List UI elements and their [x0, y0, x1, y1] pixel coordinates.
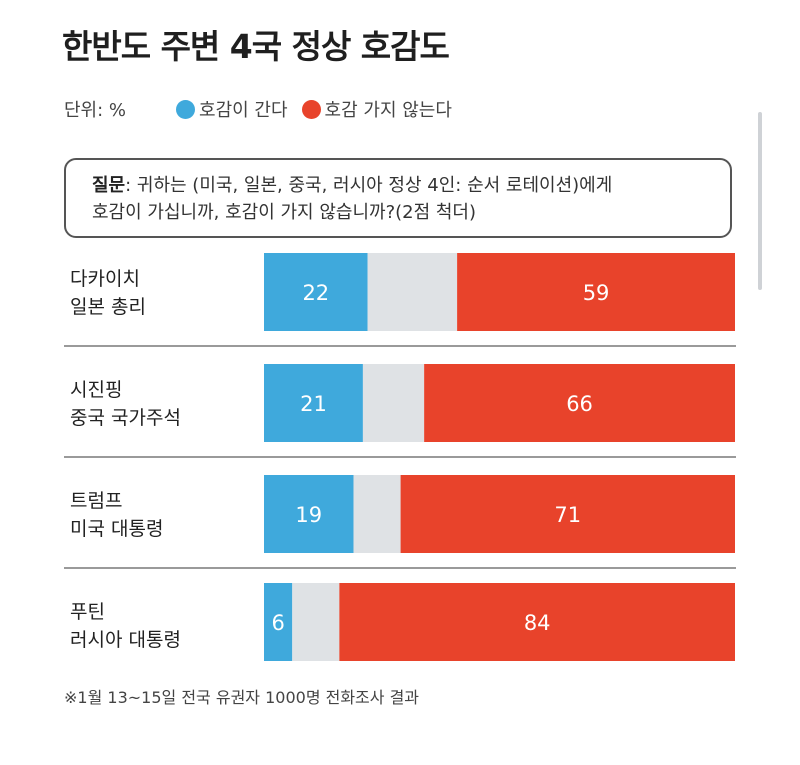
bar-unfavorable	[339, 583, 735, 661]
row-label-line1: 시진핑	[70, 379, 123, 401]
footnote: ※1월 13~15일 전국 유권자 1000명 전화조사 결과	[64, 688, 420, 707]
question-box: 질문: 귀하는 (미국, 일본, 중국, 러시아 정상 4인: 순서 로테이션)…	[64, 158, 732, 238]
question-text-1: : 귀하는 (미국, 일본, 중국, 러시아 정상 4인: 순서 로테이션)에게	[125, 175, 613, 196]
row-separator	[64, 456, 736, 458]
bar-undecided	[292, 583, 340, 661]
bar-favorable	[264, 583, 293, 661]
legend-label-unfavorable: 호감 가지 않는다	[324, 100, 452, 121]
row-label-line2: 일본 총리	[70, 296, 146, 318]
legend-item-unfavorable: 호감 가지 않는다	[301, 96, 452, 122]
data-label-favorable: 22	[302, 281, 329, 305]
legend-dot-blue-icon	[176, 99, 196, 119]
bar-favorable	[264, 253, 368, 331]
row-label-takaichi: 다카이치 일본 총리	[70, 265, 146, 321]
chart-title: 한반도 주변 4국 정상 호감도	[62, 27, 450, 66]
bar-unfavorable	[424, 364, 735, 442]
row-separator	[64, 567, 736, 569]
question-label: 질문	[92, 175, 126, 196]
data-label-unfavorable: 84	[524, 611, 551, 635]
unit-label: 단위: %	[64, 100, 127, 121]
data-label-unfavorable: 59	[583, 281, 610, 305]
bar-favorable	[264, 475, 354, 553]
bar-unfavorable	[457, 253, 735, 331]
scrollbar[interactable]	[758, 112, 762, 290]
question-text-2: 호감이 가십니까, 호감이 가지 않습니까?(2점 척더)	[92, 202, 477, 223]
bar-undecided	[353, 475, 401, 553]
data-label-favorable: 21	[300, 392, 327, 416]
bar-favorable	[264, 364, 363, 442]
bar-undecided	[362, 364, 425, 442]
row-label-line2: 중국 국가주석	[70, 407, 181, 429]
row-label-line2: 러시아 대통령	[70, 629, 181, 651]
data-label-favorable: 19	[295, 503, 322, 527]
row-label-line1: 다카이치	[70, 268, 140, 290]
row-label-line1: 푸틴	[70, 601, 105, 623]
row-label-line2: 미국 대통령	[70, 518, 164, 540]
row-label-line1: 트럼프	[70, 490, 123, 512]
legend-dot-red-icon	[301, 99, 321, 119]
data-label-unfavorable: 66	[566, 392, 593, 416]
row-separator	[64, 345, 736, 347]
bar-undecided	[367, 253, 458, 331]
data-label-unfavorable: 71	[554, 503, 581, 527]
row-label-trump: 트럼프 미국 대통령	[70, 487, 163, 543]
data-label-favorable: 6	[271, 611, 284, 635]
legend: 단위: % 호감이 간다 호감 가지 않는다	[64, 96, 466, 122]
bar-unfavorable	[400, 475, 735, 553]
question-line-1: 질문: 귀하는 (미국, 일본, 중국, 러시아 정상 4인: 순서 로테이션)…	[92, 172, 712, 199]
row-label-xi: 시진핑 중국 국가주석	[70, 376, 181, 432]
legend-label-favorable: 호감이 간다	[199, 100, 288, 121]
legend-item-favorable: 호감이 간다	[176, 96, 288, 122]
row-label-putin: 푸틴 러시아 대통령	[70, 598, 181, 654]
